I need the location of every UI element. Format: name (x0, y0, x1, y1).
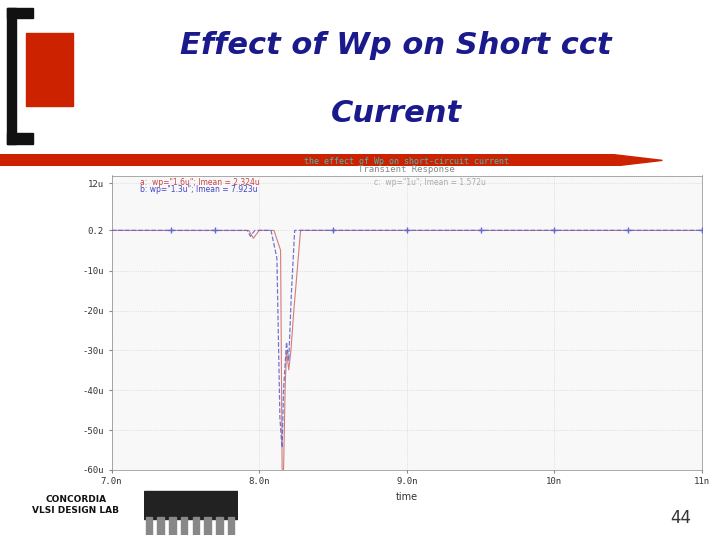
Text: a:  wp="1.6u"; Imean = 2.324u: a: wp="1.6u"; Imean = 2.324u (140, 178, 260, 187)
Bar (169, 517, 176, 535)
X-axis label: time: time (396, 492, 418, 502)
Polygon shape (0, 154, 662, 166)
Bar (192, 517, 199, 535)
Text: Transient Response: Transient Response (359, 165, 455, 174)
Bar (216, 517, 222, 535)
Text: c:  wp="1u"; Imean = 1.572u: c: wp="1u"; Imean = 1.572u (374, 178, 486, 187)
Text: Current: Current (330, 99, 462, 128)
Text: b: wp="1.3u"; Imean = 7.923u: b: wp="1.3u"; Imean = 7.923u (140, 185, 258, 194)
Bar (7, 133, 33, 144)
Bar (7, 8, 16, 144)
Bar (26, 33, 73, 106)
Bar (144, 491, 238, 518)
Text: CONCORDIA
VLSI DESIGN LAB: CONCORDIA VLSI DESIGN LAB (32, 495, 120, 515)
Text: the effect of Wp on short-circuit current: the effect of Wp on short-circuit curren… (305, 157, 509, 166)
Bar (181, 517, 187, 535)
Bar (7, 8, 33, 18)
Bar (158, 517, 164, 535)
Bar (204, 517, 211, 535)
Bar (228, 517, 234, 535)
Text: 44: 44 (670, 509, 691, 528)
Bar (145, 517, 153, 535)
Text: Effect of Wp on Short cct: Effect of Wp on Short cct (180, 31, 612, 60)
